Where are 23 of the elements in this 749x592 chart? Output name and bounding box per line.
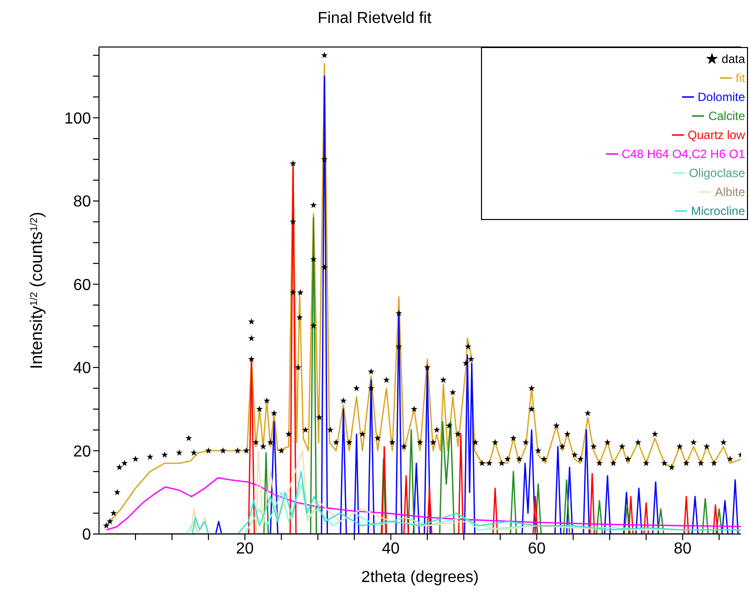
legend-label: fit xyxy=(736,70,745,85)
legend-label: Quartz low xyxy=(688,128,745,142)
x-tick-label: 20 xyxy=(236,540,254,558)
legend-label: data xyxy=(722,52,745,66)
chart-title: Final Rietveld fit xyxy=(316,10,432,28)
line-series xyxy=(106,477,741,530)
legend-label: Calcite xyxy=(708,108,745,123)
y-tick-label: 20 xyxy=(73,443,92,460)
y-tick-label: 80 xyxy=(73,194,92,211)
legend-label: Dolomite xyxy=(698,90,745,104)
x-tick-label: 40 xyxy=(382,540,400,558)
x-axis-title: 2theta (degrees) xyxy=(361,569,479,586)
y-tick-label: 60 xyxy=(73,276,92,294)
x-tick-label: 60 xyxy=(528,540,546,558)
line-series xyxy=(192,470,741,534)
legend-label: Albite xyxy=(714,185,745,200)
legend-label: Microcline xyxy=(690,204,745,218)
x-tick-label: 80 xyxy=(674,540,692,558)
y-tick-label: 100 xyxy=(64,110,92,128)
y-tick-label: 40 xyxy=(73,360,92,378)
y-tick-label: 0 xyxy=(82,526,92,544)
legend-label: C48 H64 O4,C2 H6 O1 xyxy=(622,147,745,162)
legend-label: Oligoclase xyxy=(688,166,745,180)
